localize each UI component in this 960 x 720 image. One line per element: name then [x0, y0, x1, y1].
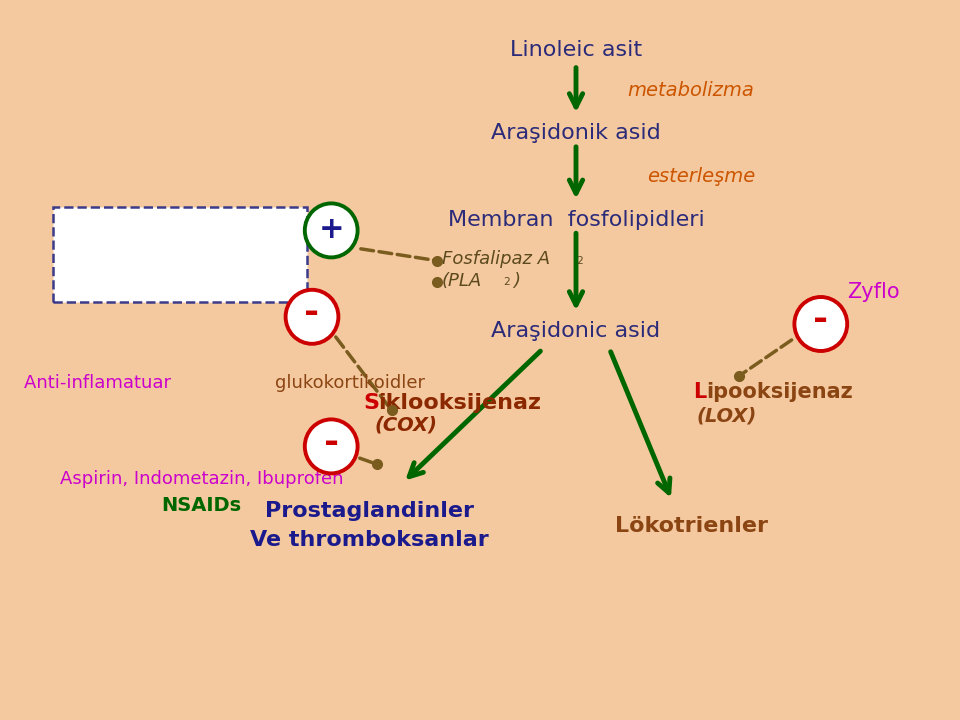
Text: Membran  fosfolipidleri: Membran fosfolipidleri: [447, 210, 705, 230]
Text: NSAIDs: NSAIDs: [161, 496, 242, 515]
Text: -: -: [813, 303, 828, 338]
Ellipse shape: [286, 289, 338, 343]
Text: metabolizma: metabolizma: [628, 81, 755, 99]
Text: esterleşme: esterleşme: [647, 167, 755, 186]
Text: Araşidonik asid: Araşidonik asid: [492, 123, 660, 143]
Text: Büyüme faktörleri: Büyüme faktörleri: [86, 276, 249, 294]
Text: Linoleic asit: Linoleic asit: [510, 40, 642, 60]
Text: Anti-inflamatuar: Anti-inflamatuar: [24, 374, 177, 392]
Text: glukokortikoidler: glukokortikoidler: [275, 374, 424, 392]
Text: -: -: [324, 426, 339, 460]
Ellipse shape: [305, 203, 357, 257]
FancyBboxPatch shape: [53, 207, 307, 302]
Text: $_2$: $_2$: [576, 252, 584, 266]
Text: Ve thromboksanlar: Ve thromboksanlar: [251, 530, 489, 550]
Text: Araşidonic asid: Araşidonic asid: [492, 321, 660, 341]
Text: Mekanik travma: Mekanik travma: [86, 228, 231, 246]
Text: (PLA: (PLA: [442, 271, 482, 289]
Text: iklooksijenaz: iklooksijenaz: [378, 393, 541, 413]
Text: Sitokinler: Sitokinler: [86, 253, 172, 270]
Text: -: -: [304, 296, 320, 330]
Text: +: +: [319, 215, 344, 244]
Text: Aspirin, Indometazin, Ibuprofen: Aspirin, Indometazin, Ibuprofen: [60, 469, 344, 488]
Text: S: S: [363, 393, 379, 413]
Text: Fosfalipaz A: Fosfalipaz A: [442, 250, 550, 268]
Text: $_2$: $_2$: [503, 274, 511, 288]
Text: Prostaglandinler: Prostaglandinler: [265, 501, 474, 521]
Text: (LOX): (LOX): [696, 407, 756, 426]
Text: Lökotrienler: Lökotrienler: [614, 516, 768, 536]
Ellipse shape: [795, 297, 847, 351]
Text: ): ): [513, 271, 519, 289]
Text: Zyflo: Zyflo: [848, 282, 900, 302]
Text: ipooksijenaz: ipooksijenaz: [707, 382, 853, 402]
Text: L: L: [693, 382, 707, 402]
Ellipse shape: [305, 419, 357, 474]
Text: (COX): (COX): [374, 415, 437, 434]
